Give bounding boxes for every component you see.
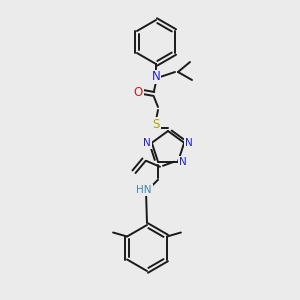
- Text: N: N: [143, 138, 151, 148]
- Text: S: S: [152, 118, 160, 130]
- Text: N: N: [152, 70, 160, 83]
- Text: N: N: [179, 157, 187, 167]
- Text: HN: HN: [136, 185, 152, 195]
- Text: O: O: [134, 85, 142, 98]
- Text: N: N: [185, 138, 193, 148]
